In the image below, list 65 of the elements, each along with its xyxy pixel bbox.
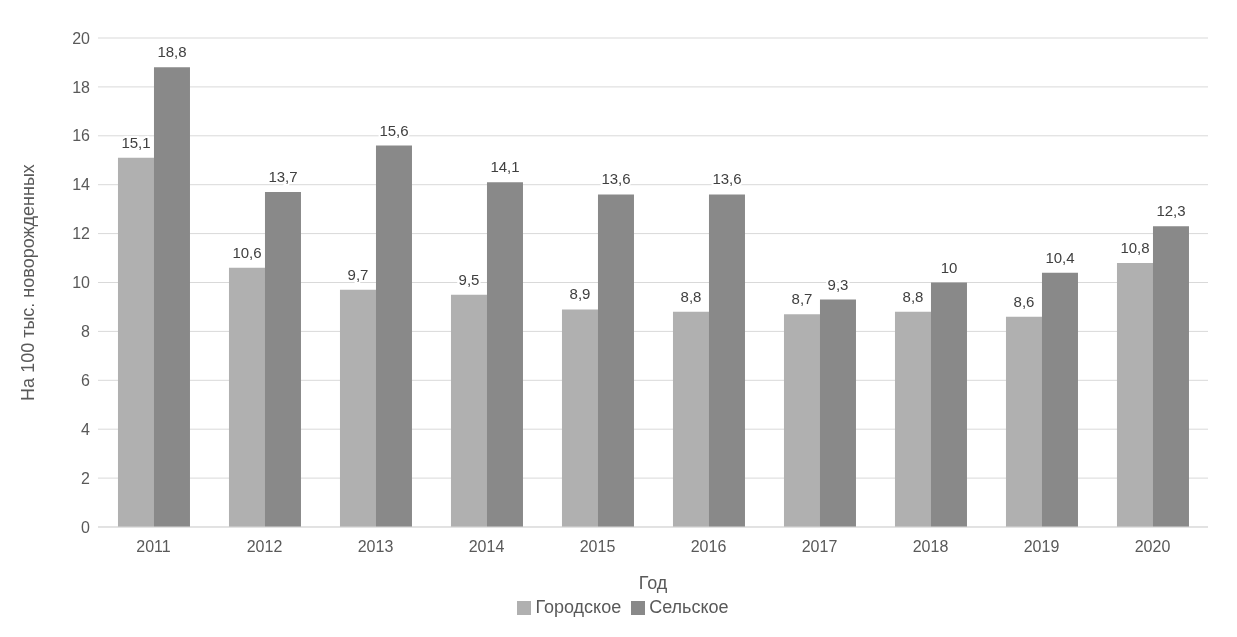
data-label: 14,1 [490, 158, 520, 176]
bar [375, 145, 412, 527]
x-tick-label: 2020 [1134, 538, 1171, 556]
bar [228, 267, 265, 527]
y-tick-label: 8 [81, 323, 91, 341]
x-tick-label: 2012 [246, 538, 283, 556]
data-label: 18,8 [157, 43, 187, 61]
bar [894, 311, 931, 527]
data-label: 13,6 [712, 170, 742, 188]
x-tick-label: 2017 [801, 538, 838, 556]
data-label: 10,8 [1120, 238, 1150, 256]
x-tick-label: 2018 [912, 538, 949, 556]
y-tick-label: 0 [81, 518, 91, 536]
data-label: 8,6 [1013, 292, 1035, 310]
x-tick-label: 2015 [579, 538, 616, 556]
y-tick-label: 18 [72, 78, 91, 96]
x-tick-label: 2013 [357, 538, 394, 556]
bar [339, 289, 376, 527]
bar [672, 311, 709, 527]
bar [819, 299, 856, 527]
y-tick-label: 14 [72, 176, 91, 194]
data-label: 8,7 [791, 290, 813, 308]
bar [153, 67, 190, 527]
data-label: 13,7 [268, 168, 298, 186]
data-label: 12,3 [1156, 202, 1186, 220]
data-label: 8,8 [680, 287, 702, 305]
data-label: 10,4 [1045, 248, 1075, 266]
y-tick-label: 10 [72, 274, 91, 292]
data-label: 10 [940, 258, 958, 276]
x-tick-label: 2016 [690, 538, 727, 556]
bar [708, 194, 745, 527]
x-axis-title: Год [638, 573, 668, 593]
y-tick-label: 4 [81, 420, 91, 438]
bar [597, 194, 634, 527]
data-label: 8,8 [902, 287, 924, 305]
bar [1116, 262, 1153, 527]
y-tick-label: 20 [72, 29, 91, 47]
data-label: 15,1 [121, 133, 151, 151]
legend-label: Городское [535, 597, 622, 617]
y-tick-label: 6 [81, 371, 91, 389]
bar [561, 309, 598, 527]
bar [1152, 226, 1189, 527]
x-tick-label: 2014 [468, 538, 505, 556]
data-label: 13,6 [601, 170, 631, 188]
data-label: 8,9 [569, 285, 591, 303]
bar [783, 314, 820, 527]
bar [117, 157, 154, 527]
x-tick-label: 2019 [1023, 538, 1060, 556]
bar [1005, 316, 1042, 527]
y-axis-title: На 100 тыс. новорожденных [18, 164, 39, 401]
x-tick-label: 2011 [136, 538, 171, 556]
bar [486, 182, 523, 527]
bar [450, 294, 487, 527]
y-tick-label: 12 [72, 225, 91, 243]
bar [1041, 272, 1078, 527]
bar [930, 282, 967, 527]
bar [264, 192, 301, 527]
y-tick-label: 16 [72, 127, 91, 145]
data-label: 15,6 [379, 121, 409, 139]
y-tick-label: 2 [81, 469, 91, 487]
legend-label: Сельское [649, 597, 729, 617]
data-label: 9,5 [458, 270, 480, 288]
data-label: 9,3 [827, 275, 849, 293]
data-label: 10,6 [232, 243, 262, 261]
data-label: 9,7 [347, 265, 369, 283]
